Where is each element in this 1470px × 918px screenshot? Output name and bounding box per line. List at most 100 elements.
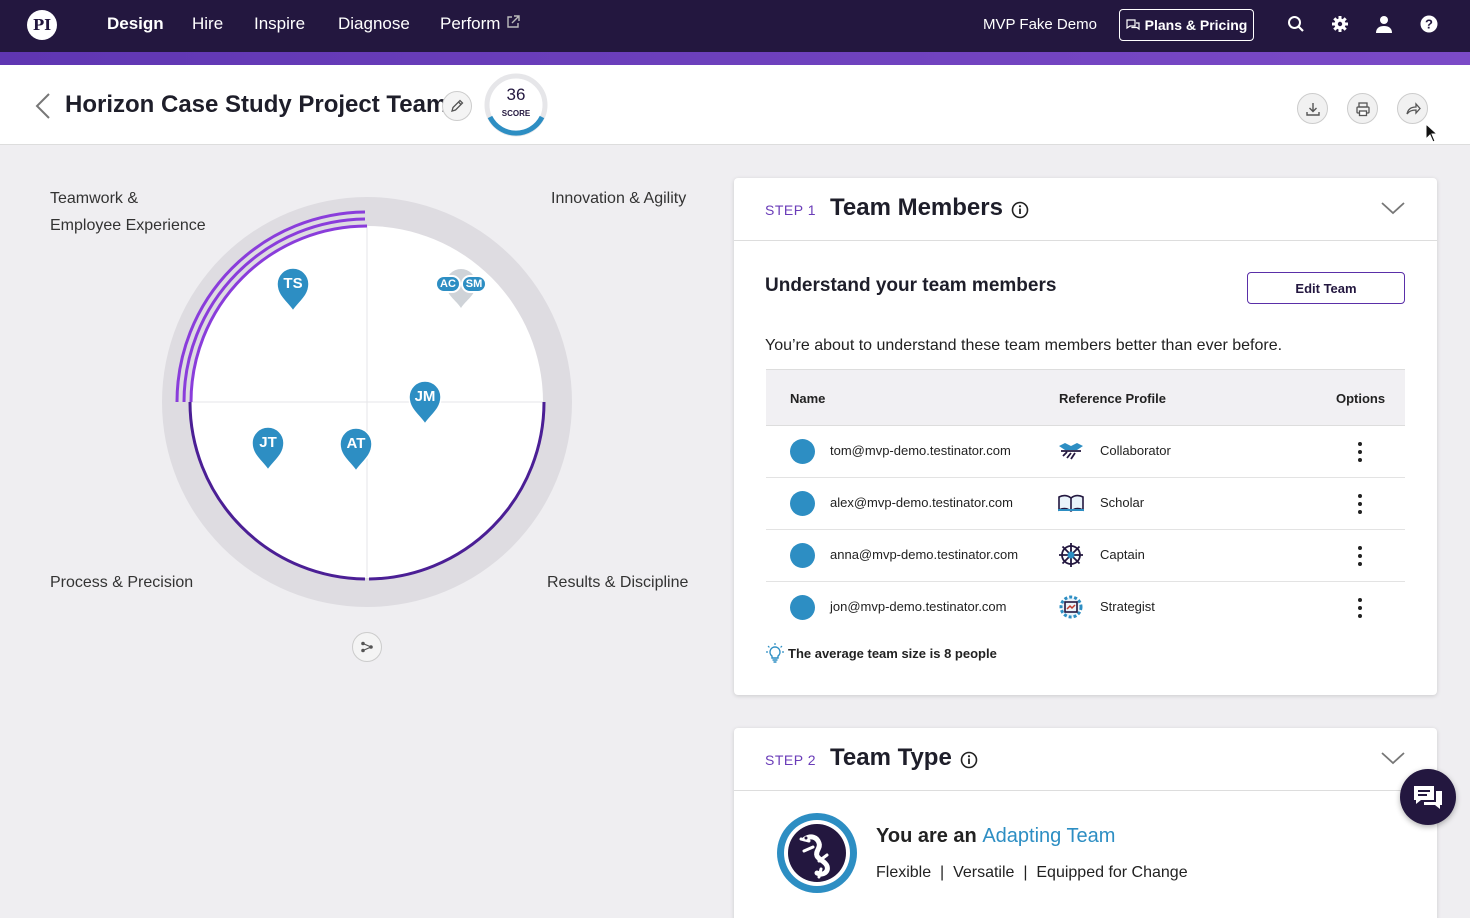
column-header-profile[interactable]: Reference Profile — [1059, 391, 1166, 406]
column-header-options: Options — [1336, 391, 1386, 406]
strategy-gear-icon — [1059, 595, 1083, 619]
step-title: Team Type — [830, 744, 952, 771]
member-email: anna@mvp-demo.testinator.com — [830, 547, 1019, 562]
connections-icon — [361, 641, 373, 653]
gecko-team-type-icon — [777, 813, 857, 893]
chat-icon — [1414, 786, 1442, 809]
member-email: jon@mvp-demo.testinator.com — [830, 599, 1007, 614]
member-email: alex@mvp-demo.testinator.com — [830, 495, 1013, 510]
avatar — [790, 543, 815, 568]
table-row[interactable]: tom@mvp-demo.testinator.com Collaborator — [766, 426, 1405, 478]
row-options-icon[interactable] — [1350, 440, 1370, 464]
member-pin-jt[interactable]: JT — [250, 425, 286, 472]
row-options-icon[interactable] — [1350, 544, 1370, 568]
table-row[interactable]: alex@mvp-demo.testinator.com Scholar — [766, 478, 1405, 530]
avatar — [790, 595, 815, 620]
member-email: tom@mvp-demo.testinator.com — [830, 443, 1011, 458]
back-arrow-icon[interactable] — [33, 92, 53, 120]
team-members-card: STEP 1 Team Members Understand your team… — [734, 178, 1437, 695]
plans-pricing-button[interactable]: Plans & Pricing — [1119, 9, 1254, 41]
pi-logo[interactable]: PI — [27, 10, 57, 40]
profile-name: Captain — [1100, 547, 1145, 562]
profile-name: Scholar — [1100, 495, 1145, 510]
team-type-traits: Flexible | Versatile | Equipped for Chan… — [876, 864, 1188, 881]
plans-pricing-label: Plans & Pricing — [1144, 17, 1248, 33]
nav-perform[interactable]: Perform — [440, 14, 521, 34]
step-title: Team Members — [830, 194, 1003, 221]
chart-share-button[interactable] — [352, 632, 382, 662]
nav-perform-label: Perform — [440, 14, 501, 33]
info-icon[interactable] — [1011, 201, 1029, 219]
quadrant-label-teamwork: Teamwork & Employee Experience — [50, 185, 206, 239]
member-pin-jm[interactable]: JM — [407, 379, 443, 426]
row-options-icon[interactable] — [1350, 596, 1370, 620]
info-icon[interactable] — [960, 751, 978, 769]
section-description: You’re about to understand these team me… — [765, 337, 1283, 354]
member-initials: SM — [461, 275, 487, 293]
table-row[interactable]: jon@mvp-demo.testinator.com Strategist — [766, 582, 1405, 634]
quadrant-label-process: Process & Precision — [50, 574, 194, 591]
edit-title-button[interactable] — [442, 91, 472, 121]
team-members-table: Name Reference Profile Options tom@mvp-d… — [766, 369, 1405, 634]
page-title: Horizon Case Study Project Team — [65, 91, 448, 118]
avatar — [790, 491, 815, 516]
team-type-card: STEP 2 Team Type You are an Adapting Tea… — [734, 728, 1437, 918]
table-header: Name Reference Profile Options — [766, 369, 1405, 426]
table-row[interactable]: anna@mvp-demo.testinator.com Captain — [766, 530, 1405, 582]
user-icon[interactable] — [1373, 13, 1395, 35]
tip-text: The average team size is 8 people — [788, 645, 997, 661]
pencil-icon — [451, 99, 464, 112]
ship-wheel-icon — [1059, 543, 1083, 567]
profile-name: Collaborator — [1100, 443, 1171, 458]
team-size-tip: The average team size is 8 people — [766, 643, 997, 663]
step-tag: STEP 2 — [765, 752, 816, 768]
print-icon[interactable] — [1347, 93, 1378, 124]
chevron-down-icon[interactable] — [1381, 750, 1405, 766]
step-1-header[interactable]: STEP 1 Team Members — [734, 178, 1437, 241]
svg-text:?: ? — [1425, 17, 1433, 32]
edit-team-button[interactable]: Edit Team — [1247, 272, 1405, 304]
nav-hire[interactable]: Hire — [192, 14, 224, 33]
row-options-icon[interactable] — [1350, 492, 1370, 516]
score-label: SCORE — [501, 109, 531, 118]
nav-diagnose[interactable]: Diagnose — [338, 14, 410, 33]
member-pin-ts[interactable]: TS — [275, 266, 311, 313]
avatar — [790, 439, 815, 464]
chevron-down-icon[interactable] — [1381, 200, 1405, 216]
team-type-name[interactable]: Adapting Team — [982, 825, 1116, 847]
quadrant-label-results: Results & Discipline — [547, 574, 689, 591]
help-icon[interactable]: ? — [1418, 13, 1440, 35]
section-subtitle: Understand your team members — [765, 275, 1057, 296]
score-ring — [484, 73, 548, 137]
chat-bubbles-icon — [1126, 19, 1140, 31]
quadrant-label-line: Teamwork & — [50, 190, 139, 207]
quadrant-label-line: Employee Experience — [50, 217, 206, 234]
open-book-icon — [1058, 494, 1084, 512]
chat-button[interactable] — [1400, 769, 1456, 825]
mouse-cursor-icon — [1425, 123, 1439, 143]
lightbulb-icon — [766, 643, 784, 663]
accent-bar — [0, 52, 1470, 65]
account-name[interactable]: MVP Fake Demo — [983, 16, 1097, 33]
page-header: Horizon Case Study Project Team 36 SCORE — [0, 65, 1470, 145]
nav-inspire[interactable]: Inspire — [254, 14, 306, 33]
member-initials: JT — [259, 434, 277, 451]
gear-icon[interactable] — [1329, 13, 1351, 35]
member-initials: AC — [435, 275, 461, 293]
download-icon[interactable] — [1297, 93, 1328, 124]
member-initials: TS — [283, 275, 303, 292]
member-pin-group[interactable]: AC SM — [435, 264, 487, 310]
team-chart — [162, 197, 572, 607]
quadrant-label-innovation: Innovation & Agility — [551, 190, 687, 207]
score-value: 36 — [506, 85, 526, 104]
team-type-line: You are an Adapting Team — [876, 825, 1115, 848]
member-pin-at[interactable]: AT — [338, 426, 374, 473]
search-icon[interactable] — [1285, 13, 1307, 35]
nav-design[interactable]: Design — [107, 14, 164, 33]
team-type-prefix: You are an — [876, 825, 977, 847]
column-header-name[interactable]: Name — [790, 391, 826, 406]
top-nav: PI Design Hire Inspire Diagnose Perform … — [0, 0, 1470, 52]
share-icon[interactable] — [1397, 93, 1428, 124]
step-tag: STEP 1 — [765, 202, 816, 218]
step-2-header[interactable]: STEP 2 Team Type — [734, 728, 1437, 791]
